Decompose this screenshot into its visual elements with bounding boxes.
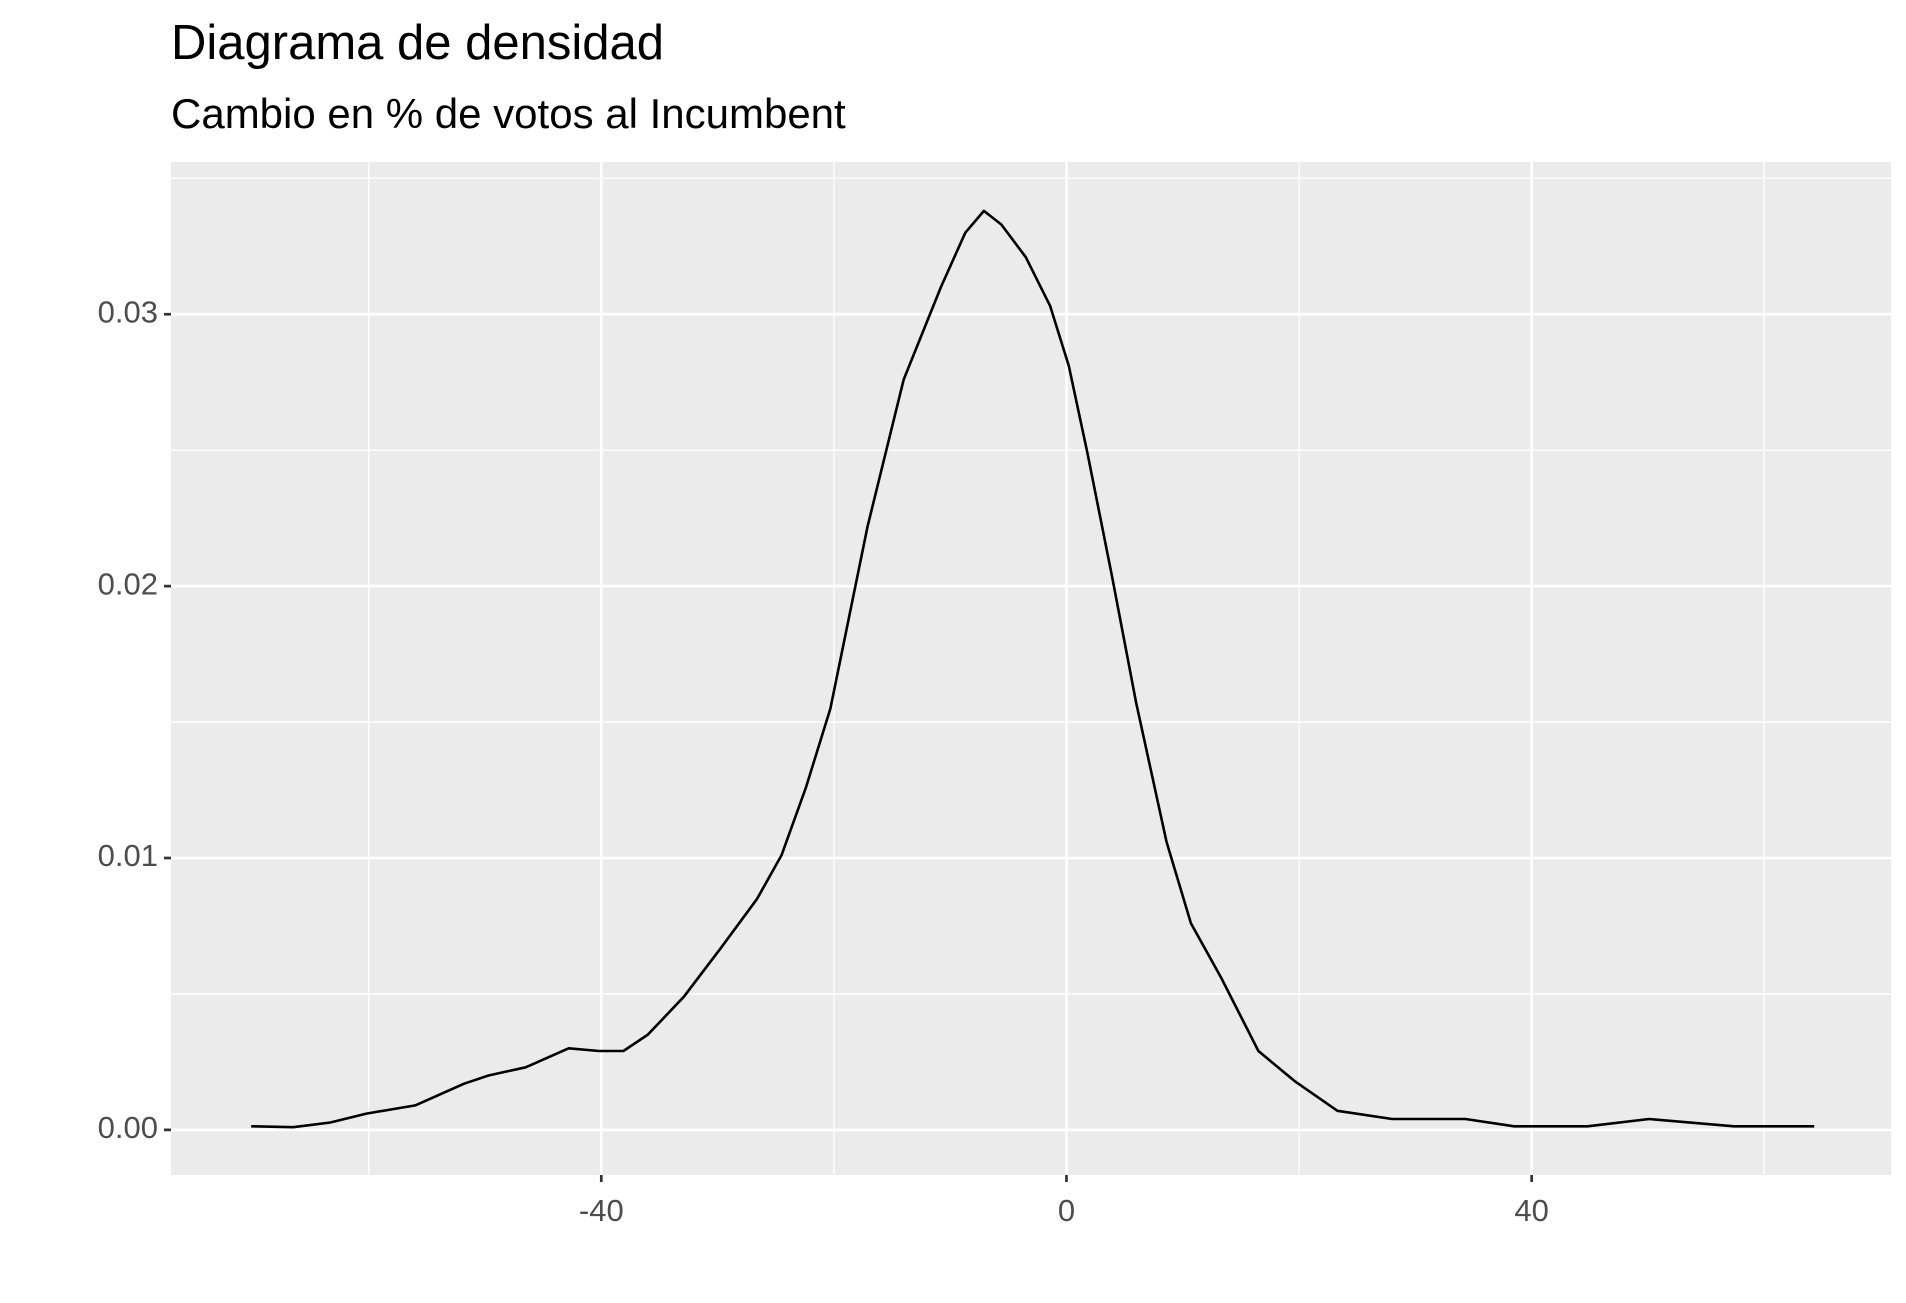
chart-subtitle: Cambio en % de votos al Incumbent — [171, 90, 846, 137]
x-tick-label: -40 — [579, 1193, 624, 1228]
plot-panel — [171, 162, 1891, 1175]
x-tick-label: 40 — [1514, 1193, 1548, 1228]
y-tick-label: 0.00 — [98, 1110, 158, 1145]
y-tick-label: 0.02 — [98, 566, 158, 601]
chart-title: Diagrama de densidad — [171, 16, 664, 70]
x-tick-label: 0 — [1058, 1193, 1075, 1228]
density-line — [251, 209, 1815, 1129]
y-tick-label: 0.03 — [98, 294, 158, 329]
y-tick-label: 0.01 — [98, 838, 158, 873]
